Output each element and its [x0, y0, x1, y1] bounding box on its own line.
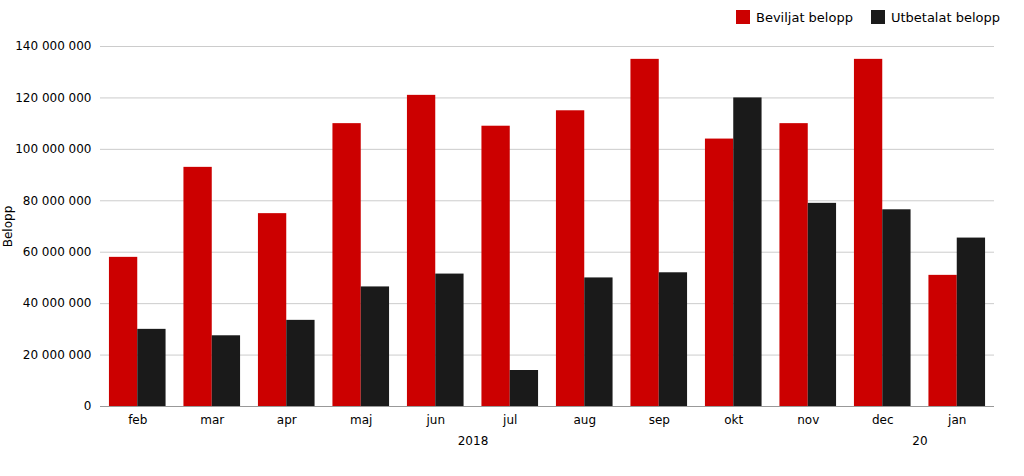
- svg-text:Belopp: Belopp: [1, 206, 15, 248]
- svg-text:jan: jan: [947, 413, 966, 427]
- html-text:Beviljat belopp: Beviljat belopp: [756, 9, 853, 25]
- svg-text:sep: sep: [649, 413, 670, 427]
- svg-text:mar: mar: [200, 413, 224, 427]
- svg-text:jun: jun: [425, 413, 445, 427]
- svg-text:okt: okt: [724, 413, 743, 427]
- svg-text:140 000 000: 140 000 000: [15, 39, 91, 53]
- svg-text:dec: dec: [872, 413, 894, 427]
- svg-text:100 000 000: 100 000 000: [15, 142, 91, 156]
- svg-text:jul: jul: [502, 413, 517, 427]
- svg-text:maj: maj: [350, 413, 372, 427]
- svg-text:apr: apr: [277, 413, 297, 427]
- html-text:Utbetalat belopp: Utbetalat belopp: [890, 9, 1000, 25]
- svg-text:40 000 000: 40 000 000: [23, 296, 92, 310]
- svg-text:60 000 000: 60 000 000: [23, 245, 92, 259]
- svg-text:80 000 000: 80 000 000: [23, 194, 92, 208]
- svg-text:20 000 000: 20 000 000: [23, 348, 92, 362]
- svg-text:aug: aug: [573, 413, 596, 427]
- svg-text:feb: feb: [128, 413, 147, 427]
- svg-text:0: 0: [84, 399, 92, 413]
- svg-text:20: 20: [912, 434, 927, 448]
- svg-text:nov: nov: [797, 413, 819, 427]
- svg-text:2018: 2018: [458, 434, 489, 448]
- svg-text:120 000 000: 120 000 000: [15, 91, 91, 105]
